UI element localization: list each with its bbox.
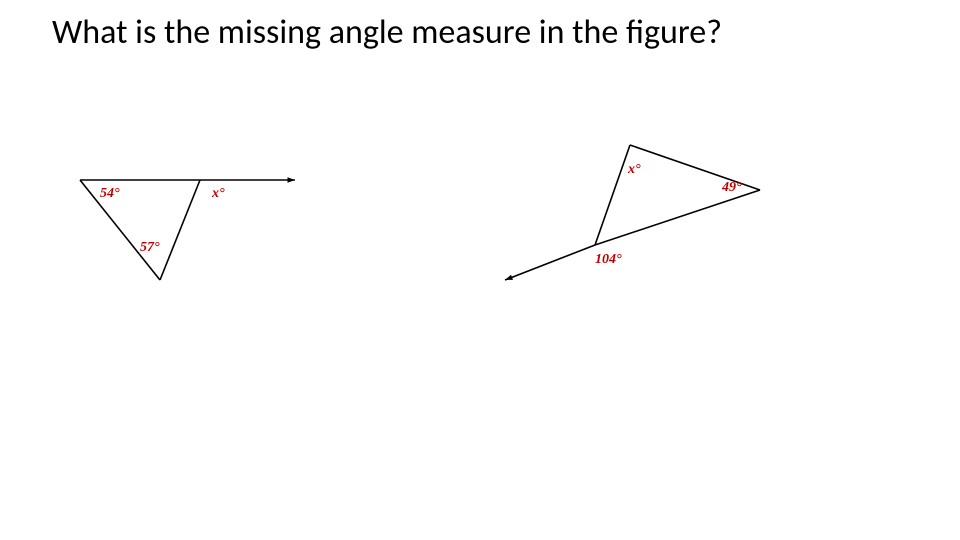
angle-x2-label: x° bbox=[628, 162, 641, 178]
angle-57-label: 57° bbox=[140, 240, 160, 256]
figures-container: 54° 57° x° x° 49° 104° bbox=[0, 140, 960, 440]
question-text: What is the missing angle measure in the… bbox=[52, 12, 722, 55]
angle-49-label: 49° bbox=[722, 180, 742, 196]
angle-104-label: 104° bbox=[595, 252, 622, 268]
angle-x1-label: x° bbox=[212, 186, 225, 202]
figure-1: 54° 57° x° bbox=[70, 170, 310, 305]
angle-54-label: 54° bbox=[100, 186, 120, 202]
figure-2: x° 49° 104° bbox=[500, 140, 780, 305]
